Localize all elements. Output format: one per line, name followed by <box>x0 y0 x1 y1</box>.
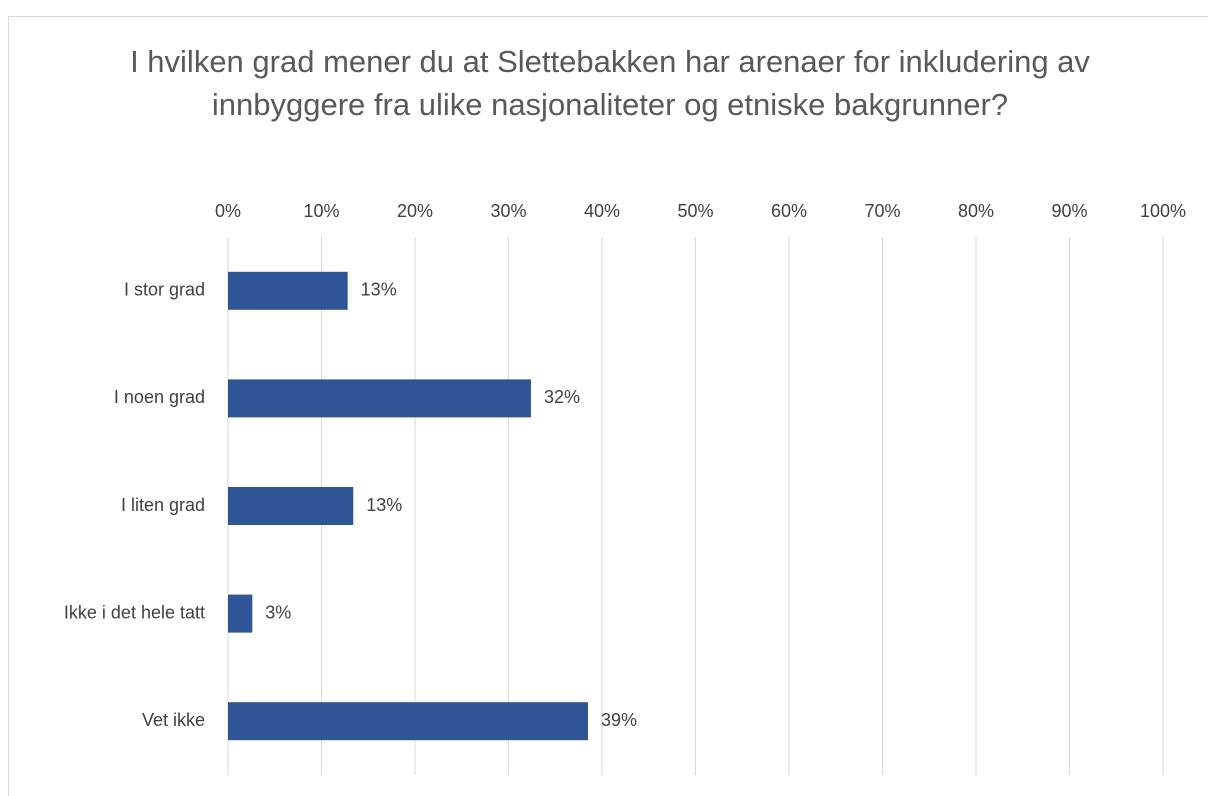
y-tick-label: Ikke i det hele tatt <box>64 602 205 622</box>
y-tick-label: Vet ikke <box>142 710 205 730</box>
data-label: 3% <box>265 602 291 622</box>
x-tick-label: 20% <box>397 201 433 221</box>
x-tick-label: 30% <box>490 201 526 221</box>
y-tick-label: I noen grad <box>114 387 205 407</box>
bar <box>228 594 253 633</box>
x-tick-label: 90% <box>1051 201 1087 221</box>
bar <box>228 271 348 310</box>
y-tick-label: I stor grad <box>124 280 205 300</box>
chart-title: I hvilken grad mener du at Slettebakken … <box>130 44 1090 122</box>
x-tick-label: 60% <box>771 201 807 221</box>
x-tick-label: 100% <box>1140 201 1186 221</box>
data-label: 13% <box>361 280 397 300</box>
x-tick-label: 10% <box>303 201 339 221</box>
y-tick-label: I liten grad <box>121 495 205 515</box>
x-tick-label: 40% <box>584 201 620 221</box>
x-tick-label: 80% <box>958 201 994 221</box>
x-tick-label: 50% <box>677 201 713 221</box>
data-label: 39% <box>601 710 637 730</box>
data-label: 13% <box>366 495 402 515</box>
x-tick-label: 70% <box>864 201 900 221</box>
chart-border <box>8 16 1208 796</box>
x-tick-label: 0% <box>215 201 241 221</box>
bar <box>228 379 531 418</box>
data-label: 32% <box>544 387 580 407</box>
bar <box>228 487 354 525</box>
bar <box>228 702 588 741</box>
